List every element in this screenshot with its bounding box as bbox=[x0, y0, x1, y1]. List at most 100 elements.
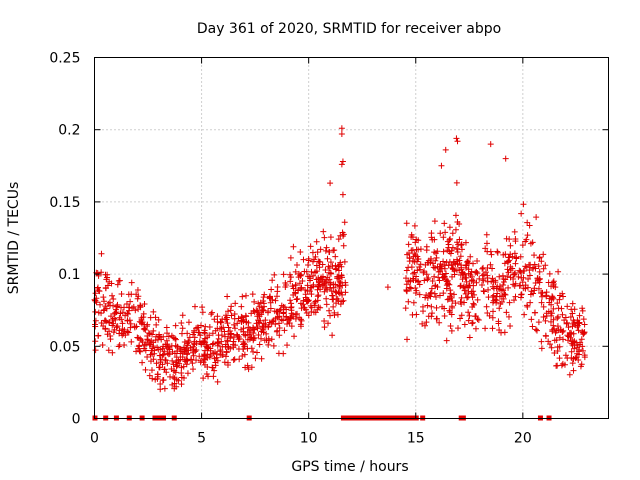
data-point bbox=[127, 320, 134, 327]
data-point bbox=[197, 322, 204, 329]
data-point bbox=[452, 300, 459, 307]
data-point bbox=[505, 313, 512, 320]
data-point bbox=[314, 249, 321, 256]
data-point bbox=[153, 333, 160, 340]
data-point bbox=[136, 342, 143, 349]
data-point bbox=[471, 301, 478, 308]
data-point bbox=[172, 359, 179, 366]
data-point bbox=[538, 345, 545, 352]
data-point bbox=[309, 258, 316, 265]
data-point bbox=[472, 269, 479, 276]
data-point bbox=[270, 342, 277, 349]
data-point bbox=[162, 357, 169, 364]
data-point bbox=[447, 323, 454, 330]
data-point bbox=[179, 325, 186, 332]
data-point bbox=[332, 288, 339, 295]
x-tick-label: 20 bbox=[514, 431, 532, 447]
data-point bbox=[332, 262, 339, 269]
data-point bbox=[148, 367, 155, 374]
data-point bbox=[135, 345, 142, 352]
data-point bbox=[102, 325, 109, 332]
data-point bbox=[425, 313, 432, 320]
data-point bbox=[535, 263, 542, 270]
data-point bbox=[152, 314, 159, 321]
data-point bbox=[535, 319, 542, 326]
x-tick-label: 5 bbox=[197, 431, 206, 447]
data-point bbox=[575, 327, 582, 334]
data-point bbox=[338, 272, 345, 279]
data-point bbox=[501, 260, 508, 267]
data-point bbox=[98, 269, 105, 276]
data-point bbox=[403, 275, 410, 282]
data-point bbox=[448, 261, 455, 268]
data-point bbox=[118, 290, 125, 297]
data-point bbox=[458, 262, 465, 269]
data-point bbox=[329, 292, 336, 299]
data-point bbox=[98, 250, 105, 257]
data-point bbox=[157, 380, 164, 387]
data-point bbox=[423, 292, 430, 299]
data-point bbox=[190, 352, 197, 359]
data-point bbox=[421, 277, 428, 284]
data-point bbox=[457, 282, 464, 289]
data-point bbox=[484, 264, 491, 271]
data-point bbox=[474, 316, 481, 323]
data-point bbox=[482, 269, 489, 276]
data-point bbox=[92, 308, 99, 315]
data-point bbox=[159, 352, 166, 359]
data-point bbox=[315, 304, 322, 311]
data-point bbox=[250, 330, 257, 337]
outlier-point bbox=[487, 141, 494, 148]
data-point bbox=[555, 268, 562, 275]
data-point bbox=[250, 348, 257, 355]
data-point bbox=[244, 345, 251, 352]
data-point bbox=[414, 253, 421, 260]
data-point bbox=[125, 329, 132, 336]
data-point bbox=[317, 246, 324, 253]
data-point bbox=[533, 327, 540, 334]
data-point bbox=[480, 277, 487, 284]
data-point bbox=[154, 375, 161, 382]
data-point bbox=[179, 312, 186, 319]
data-point bbox=[423, 319, 430, 326]
data-point bbox=[525, 275, 532, 282]
data-point bbox=[578, 336, 585, 343]
data-point bbox=[469, 277, 476, 284]
data-point bbox=[463, 278, 470, 285]
data-point bbox=[540, 313, 547, 320]
data-point bbox=[447, 290, 454, 297]
data-point bbox=[511, 228, 518, 235]
data-point bbox=[409, 311, 416, 318]
data-point bbox=[276, 320, 283, 327]
data-point bbox=[138, 337, 145, 344]
data-point bbox=[531, 309, 538, 316]
data-point bbox=[131, 323, 138, 330]
data-point bbox=[305, 257, 312, 264]
data-point bbox=[524, 232, 531, 239]
outlier-point bbox=[338, 131, 345, 138]
data-point bbox=[521, 267, 528, 274]
data-point bbox=[518, 291, 525, 298]
data-point bbox=[428, 234, 435, 241]
data-point bbox=[241, 331, 248, 338]
data-point bbox=[444, 296, 451, 303]
data-point bbox=[263, 330, 270, 337]
data-point bbox=[119, 320, 126, 327]
data-point bbox=[416, 264, 423, 271]
data-point bbox=[315, 283, 322, 290]
data-point bbox=[155, 316, 162, 323]
data-point bbox=[191, 327, 198, 334]
data-point bbox=[452, 226, 459, 233]
data-point bbox=[550, 305, 557, 312]
data-point bbox=[193, 357, 200, 364]
data-point bbox=[459, 276, 466, 283]
data-point bbox=[112, 309, 119, 316]
data-point bbox=[496, 286, 503, 293]
data-point bbox=[92, 347, 99, 354]
data-point bbox=[325, 263, 332, 270]
data-point bbox=[431, 218, 438, 225]
data-point bbox=[163, 324, 170, 331]
data-point bbox=[283, 314, 290, 321]
data-point bbox=[433, 254, 440, 261]
data-point bbox=[302, 286, 309, 293]
